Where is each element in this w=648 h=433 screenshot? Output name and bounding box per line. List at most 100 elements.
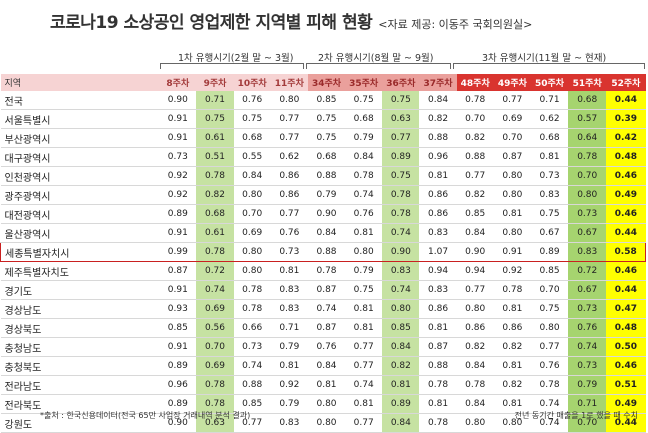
value-cell: 0.75: [345, 280, 383, 300]
region-cell: 세종특별자치시: [0, 242, 160, 262]
table-row: 전라북도 0.89 0.78 0.85 0.79 0.80 0.81 0.89 0.81 0.84…: [0, 394, 646, 414]
value-cell: 0.89: [382, 147, 420, 167]
value-cell: 0.86: [270, 166, 308, 186]
value-cell: 0.80: [270, 91, 308, 110]
value-cell: 0.58: [606, 242, 647, 262]
value-cell: 0.87: [493, 147, 531, 167]
value-cell: 0.46: [606, 204, 646, 224]
value-cell: 0.77: [456, 280, 494, 300]
value-cell: 0.70: [493, 128, 531, 148]
table-row: 대구광역시 0.73 0.51 0.55 0.62 0.68 0.84 0.89 0.96 0.8…: [0, 147, 646, 167]
value-cell: 0.68: [307, 147, 346, 167]
table-row: 세종특별자치시 0.99 0.78 0.80 0.73 0.88 0.80 0.90 1.07 0…: [0, 242, 647, 262]
value-cell: 0.64: [568, 128, 607, 148]
value-cell: 0.78: [382, 185, 420, 205]
value-cell: 0.72: [196, 261, 234, 281]
region-cell: 울산광역시: [0, 223, 160, 243]
value-cell: 0.83: [568, 242, 607, 262]
value-cell: 0.80: [233, 261, 271, 281]
value-cell: 0.90: [159, 91, 197, 110]
value-cell: 0.49: [606, 394, 646, 414]
table-row: 전라남도 0.96 0.78 0.88 0.92 0.81 0.74 0.81 0.78 0.78…: [0, 375, 646, 395]
value-cell: 0.77: [530, 337, 569, 357]
value-cell: 0.85: [233, 394, 271, 414]
value-cell: 0.68: [568, 91, 607, 110]
value-cell: 0.80: [345, 242, 383, 262]
value-cell: 0.68: [530, 128, 569, 148]
value-cell: 0.69: [196, 356, 234, 376]
value-cell: 0.74: [307, 299, 346, 319]
period-bracket-2: [306, 63, 451, 69]
value-cell: 0.46: [606, 166, 646, 186]
value-cell: 0.42: [606, 128, 646, 148]
period-bracket-3: [453, 63, 645, 69]
value-cell: 0.81: [270, 356, 308, 376]
value-cell: 0.74: [196, 280, 234, 300]
value-cell: 0.92: [159, 185, 197, 205]
value-cell: 0.50: [606, 337, 646, 357]
value-cell: 0.91: [159, 223, 197, 243]
value-cell: 0.81: [493, 356, 531, 376]
period-label-1: 1차 유행시기(2월 말 ~ 3월): [178, 53, 294, 64]
value-cell: 0.75: [307, 109, 346, 129]
value-cell: 0.48: [606, 147, 646, 167]
value-cell: 0.74: [345, 375, 383, 395]
table-row: 대전광역시 0.89 0.68 0.70 0.77 0.90 0.76 0.78 0.86 0.8…: [0, 204, 646, 224]
value-cell: 0.84: [307, 223, 346, 243]
value-cell: 0.71: [196, 91, 234, 110]
value-cell: 0.73: [233, 337, 271, 357]
value-cell: 0.78: [196, 242, 234, 262]
period-bracket-1: [160, 63, 304, 69]
value-cell: 0.91: [159, 109, 197, 129]
value-cell: 0.91: [159, 337, 197, 357]
value-cell: 0.81: [493, 394, 531, 414]
value-cell: 0.87: [307, 280, 346, 300]
value-cell: 0.68: [233, 128, 271, 148]
value-cell: 0.84: [345, 147, 383, 167]
value-cell: 0.77: [345, 337, 383, 357]
value-cell: 0.70: [196, 337, 234, 357]
region-cell: 부산광역시: [0, 128, 160, 148]
source-note: <자료 제공: 이동주 국회의원실>: [378, 18, 533, 31]
value-cell: 0.80: [568, 185, 607, 205]
value-cell: 0.78: [233, 299, 271, 319]
value-cell: 0.74: [382, 223, 420, 243]
value-cell: 0.76: [270, 223, 308, 243]
value-cell: 0.75: [530, 204, 569, 224]
value-cell: 0.76: [530, 356, 569, 376]
value-cell: 0.81: [345, 299, 383, 319]
value-cell: 0.69: [233, 223, 271, 243]
region-cell: 제주특별자치도: [0, 261, 160, 281]
value-cell: 0.55: [233, 147, 271, 167]
value-cell: 0.89: [530, 242, 569, 262]
region-cell: 광주광역시: [0, 185, 160, 205]
table-row: 경상북도 0.85 0.56 0.66 0.71 0.87 0.81 0.85 0.81 0.86…: [0, 318, 646, 338]
value-cell: 0.79: [345, 128, 383, 148]
value-cell: 0.75: [382, 166, 420, 186]
value-cell: 0.81: [345, 223, 383, 243]
value-cell: 0.89: [159, 394, 197, 414]
value-cell: 0.78: [196, 166, 234, 186]
value-cell: 0.71: [568, 394, 607, 414]
value-cell: 0.94: [456, 261, 494, 281]
value-cell: 0.82: [493, 375, 531, 395]
value-cell: 0.73: [568, 299, 607, 319]
week-header: 49주차: [493, 74, 531, 91]
value-cell: 0.67: [568, 223, 607, 243]
value-cell: 0.82: [456, 128, 494, 148]
value-cell: 0.82: [382, 356, 420, 376]
region-cell: 전라북도: [0, 394, 160, 414]
week-header: 50주차: [530, 74, 569, 91]
value-cell: 0.82: [419, 109, 457, 129]
table-row: 충청북도 0.89 0.69 0.74 0.81 0.84 0.77 0.82 0.88 0.84…: [0, 356, 646, 376]
period-label-3: 3차 유행시기(11월 말 ~ 현재): [482, 53, 607, 64]
value-cell: 0.88: [419, 356, 457, 376]
value-cell: 0.81: [307, 375, 346, 395]
value-cell: 0.68: [196, 204, 234, 224]
value-cell: 0.91: [493, 242, 531, 262]
value-cell: 0.66: [233, 318, 271, 338]
value-cell: 0.73: [530, 166, 569, 186]
value-cell: 0.83: [270, 280, 308, 300]
value-cell: 0.74: [568, 337, 607, 357]
value-cell: 0.77: [270, 128, 308, 148]
